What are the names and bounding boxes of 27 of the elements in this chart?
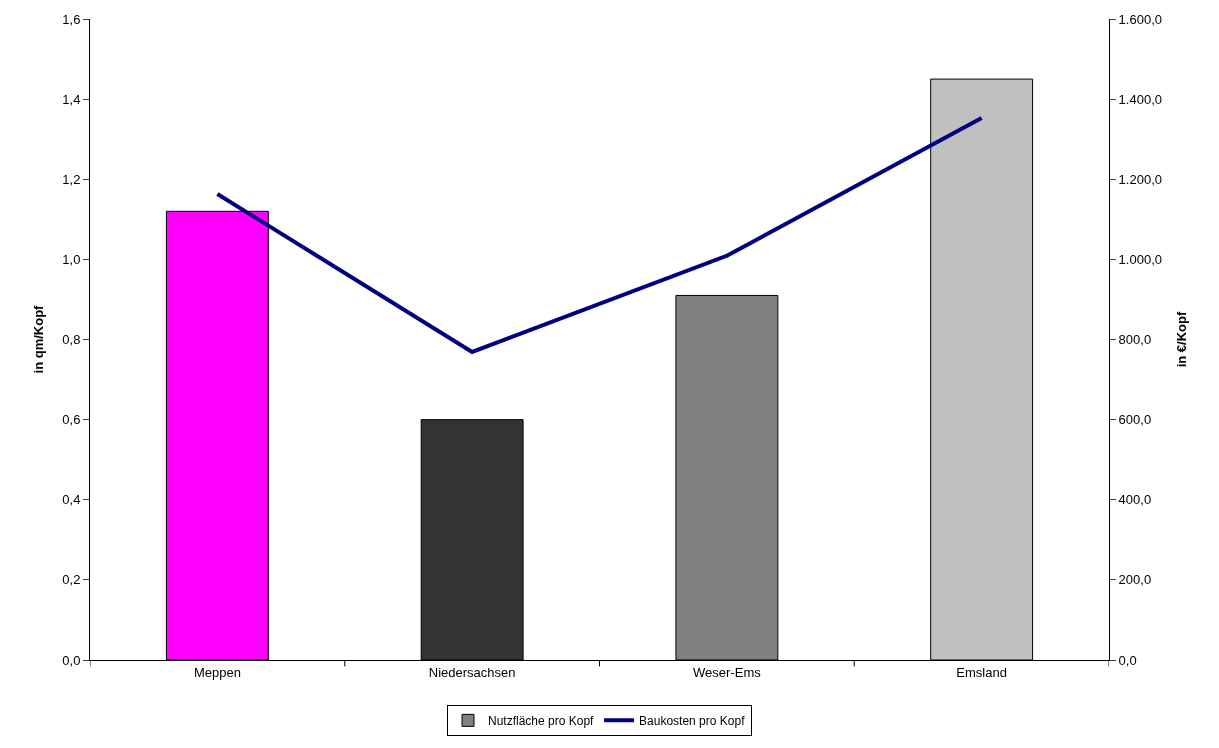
y2-tick-label: 1.200,0 bbox=[1118, 171, 1162, 187]
line-series bbox=[215, 115, 984, 354]
x-tick-label: Weser-Ems bbox=[693, 664, 762, 680]
x-tick-label: Meppen bbox=[193, 664, 241, 680]
y2-tick-label: 200,0 bbox=[1118, 572, 1152, 588]
y2-axis-title: in €/Kopf bbox=[1173, 311, 1189, 368]
y-tick-label: 1,6 bbox=[62, 11, 81, 27]
y-tick-label: 1,4 bbox=[62, 91, 81, 107]
y2-tick-label: 1.400,0 bbox=[1118, 91, 1162, 107]
legend-label: Baukosten pro Kopf bbox=[639, 714, 746, 729]
y-tick-label: 0,0 bbox=[62, 652, 81, 668]
y2-tick-label: 1.000,0 bbox=[1118, 251, 1162, 267]
x-tick-label: Emsland bbox=[956, 664, 1007, 680]
y-tick-label: 1,2 bbox=[62, 171, 81, 187]
y-axis-title: in qm/Kopf bbox=[31, 304, 47, 374]
y2-tick-label: 400,0 bbox=[1118, 492, 1152, 508]
y2-tick-label: 0,0 bbox=[1118, 652, 1137, 668]
legend-label: Nutzfläche pro Kopf bbox=[488, 714, 595, 729]
y2-tick-label: 1.600,0 bbox=[1118, 11, 1162, 27]
y-tick-label: 0,2 bbox=[62, 572, 81, 588]
y-tick-label: 1,0 bbox=[62, 251, 81, 267]
y2-tick-label: 800,0 bbox=[1118, 332, 1152, 348]
y-tick-label: 0,6 bbox=[62, 412, 81, 428]
y2-tick-label: 600,0 bbox=[1118, 412, 1152, 428]
y-tick-label: 0,8 bbox=[62, 332, 81, 348]
x-tick-label: Niedersachsen bbox=[428, 664, 516, 680]
y-tick-label: 0,4 bbox=[62, 492, 81, 508]
